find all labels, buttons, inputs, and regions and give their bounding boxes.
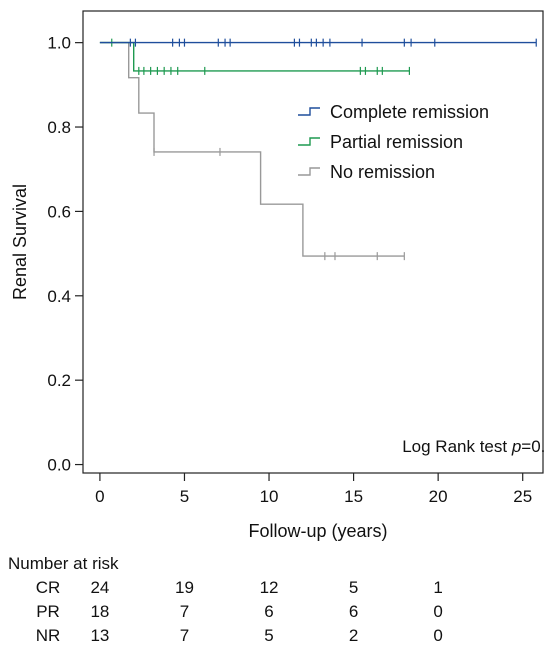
- x-axis-title: Follow-up (years): [248, 521, 387, 541]
- risk-value: 7: [180, 626, 189, 645]
- annotation-prefix: Log Rank test: [402, 437, 512, 456]
- risk-value: 12: [260, 578, 279, 597]
- legend-label: No remission: [330, 162, 435, 182]
- risk-table-title: Number at risk: [8, 554, 119, 573]
- risk-value: 2: [349, 626, 358, 645]
- x-tick-label: 20: [429, 487, 448, 506]
- annotation-value: =0.002: [521, 437, 546, 456]
- legend-label: Partial remission: [330, 132, 463, 152]
- series-layer: [99, 38, 537, 261]
- risk-value: 24: [90, 578, 109, 597]
- risk-row-label: NR: [36, 626, 61, 645]
- risk-value: 7: [180, 602, 189, 621]
- x-axis: 0 5 10 15 20 25: [95, 473, 532, 506]
- risk-table-rows: CR 24 19 12 5 1 PR 18 7 6 6 0 NR 13 7 5 2 0: [36, 578, 443, 645]
- risk-value: 1: [433, 578, 442, 597]
- y-tick-label: 0.8: [47, 118, 71, 137]
- legend-label: Complete remission: [330, 102, 489, 122]
- risk-value: 5: [349, 578, 358, 597]
- risk-value: 6: [264, 602, 273, 621]
- y-axis-title: Renal Survival: [10, 184, 30, 300]
- y-axis: 0.0 0.2 0.4 0.6 0.8 1.0: [47, 34, 83, 475]
- x-tick-label: 15: [344, 487, 363, 506]
- risk-value: 13: [90, 626, 109, 645]
- legend-swatch: [298, 107, 320, 116]
- risk-value: 5: [264, 626, 273, 645]
- series-line: [99, 41, 405, 257]
- y-tick-label: 0.0: [47, 456, 71, 475]
- risk-value: 19: [175, 578, 194, 597]
- risk-value: 0: [433, 602, 442, 621]
- series-line: [99, 41, 410, 72]
- x-tick-label: 0: [95, 487, 104, 506]
- risk-value: 6: [349, 602, 358, 621]
- log-rank-annotation: Log Rank test p=0.002: [402, 437, 546, 456]
- x-tick-label: 25: [513, 487, 532, 506]
- plot-frame: [82, 10, 544, 474]
- risk-value: 0: [433, 626, 442, 645]
- x-tick-label: 10: [260, 487, 279, 506]
- legend: Complete remission Partial remission No re…: [298, 102, 489, 182]
- risk-table: Number at risk CR 24 19 12 5 1 PR 18 7 6 6 0 NR 13 7 5 2…: [8, 554, 443, 645]
- x-tick-label: 5: [180, 487, 189, 506]
- y-tick-label: 0.6: [47, 202, 71, 221]
- risk-row-label: CR: [36, 578, 61, 597]
- legend-swatch: [298, 167, 320, 176]
- y-tick-label: 0.4: [47, 287, 71, 306]
- risk-value: 18: [90, 602, 109, 621]
- legend-swatch: [298, 137, 320, 146]
- risk-row-label: PR: [36, 602, 60, 621]
- y-tick-label: 1.0: [47, 34, 71, 53]
- annotation-p: p: [511, 437, 521, 456]
- y-tick-label: 0.2: [47, 371, 71, 390]
